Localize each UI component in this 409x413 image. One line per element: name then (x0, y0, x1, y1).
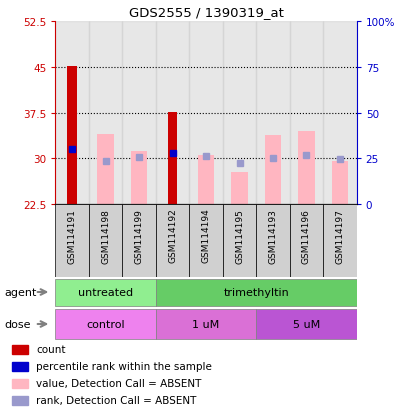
Bar (322, 204, 356, 277)
Bar (155, 22, 189, 204)
Bar (55, 309, 155, 339)
Bar (122, 22, 155, 204)
Text: agent: agent (4, 287, 36, 297)
Bar (231, 172, 247, 204)
Text: trimethyltin: trimethyltin (223, 287, 288, 297)
Bar (55, 204, 89, 277)
Text: GSM114193: GSM114193 (268, 208, 277, 263)
Text: GSM114199: GSM114199 (134, 208, 143, 263)
Bar (222, 22, 256, 204)
Bar (331, 162, 348, 204)
Bar (256, 204, 289, 277)
Bar (67, 67, 76, 204)
Text: GSM114198: GSM114198 (101, 208, 110, 263)
Bar (89, 204, 122, 277)
Bar (189, 204, 222, 277)
Text: untreated: untreated (78, 287, 133, 297)
Text: GSM114197: GSM114197 (335, 208, 344, 263)
Text: value, Detection Call = ABSENT: value, Detection Call = ABSENT (36, 378, 201, 389)
Bar (12, 345, 28, 354)
Bar (222, 204, 256, 277)
Bar (55, 279, 155, 306)
Bar (97, 135, 114, 204)
Bar (167, 113, 177, 204)
Bar (155, 279, 356, 306)
Text: 1 uM: 1 uM (192, 319, 219, 329)
Bar (297, 131, 314, 204)
Bar (155, 309, 256, 339)
Bar (197, 155, 214, 204)
Bar (155, 204, 189, 277)
Text: 5 uM: 5 uM (292, 319, 319, 329)
Text: GSM114191: GSM114191 (67, 208, 76, 263)
Bar (289, 22, 322, 204)
Text: GSM114192: GSM114192 (168, 208, 177, 263)
Bar (89, 22, 122, 204)
Bar (130, 152, 147, 204)
Title: GDS2555 / 1390319_at: GDS2555 / 1390319_at (128, 7, 283, 19)
Bar (189, 22, 222, 204)
Bar (289, 204, 322, 277)
Bar (122, 204, 155, 277)
Bar (12, 379, 28, 388)
Bar (256, 309, 356, 339)
Text: GSM114196: GSM114196 (301, 208, 310, 263)
Bar (55, 22, 89, 204)
Text: rank, Detection Call = ABSENT: rank, Detection Call = ABSENT (36, 395, 196, 406)
Text: control: control (86, 319, 125, 329)
Text: dose: dose (4, 319, 31, 329)
Bar (256, 22, 289, 204)
Text: percentile rank within the sample: percentile rank within the sample (36, 361, 211, 372)
Text: count: count (36, 344, 65, 355)
Text: GSM114195: GSM114195 (234, 208, 243, 263)
Bar (12, 362, 28, 371)
Bar (12, 396, 28, 405)
Bar (322, 22, 356, 204)
Bar (264, 136, 281, 204)
Text: GSM114194: GSM114194 (201, 208, 210, 263)
